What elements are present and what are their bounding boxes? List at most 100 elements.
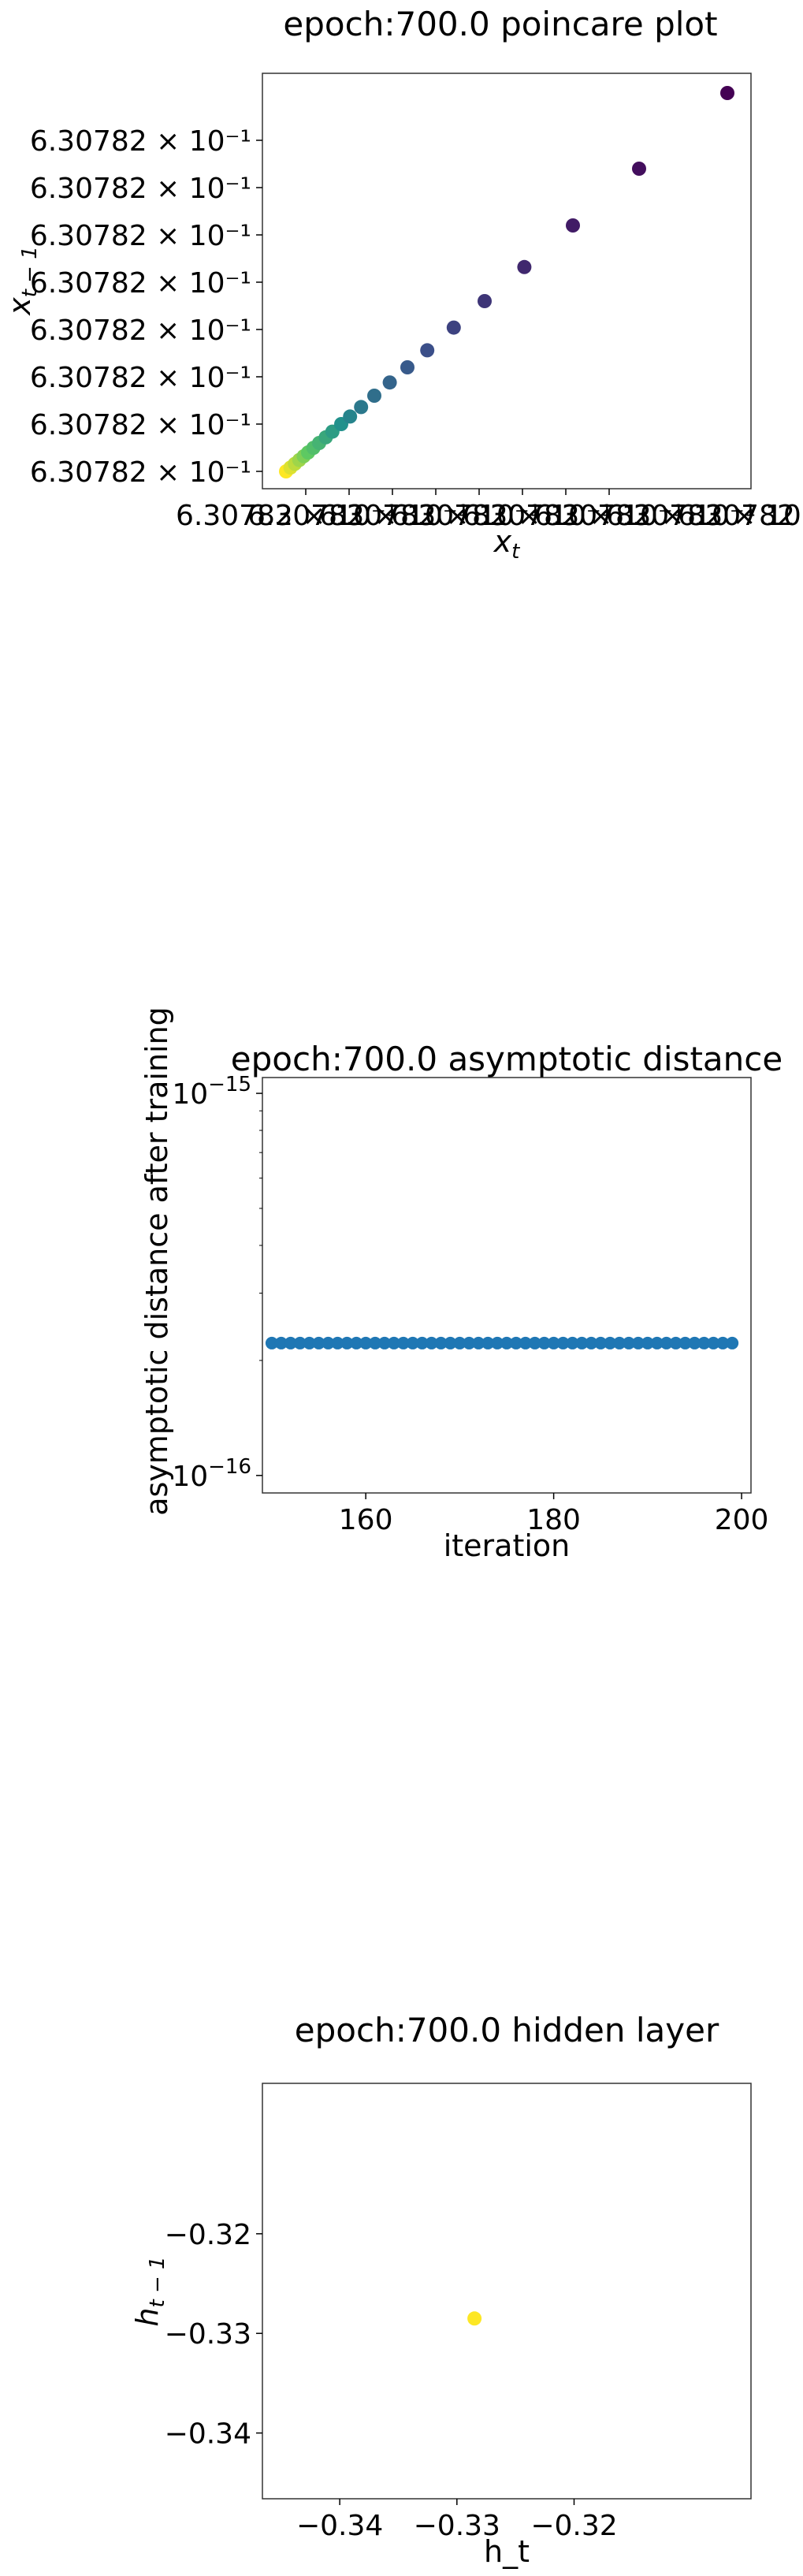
- poincare-x-label: xt: [493, 524, 521, 564]
- poincare-title: epoch:700.0 poincare plot: [283, 5, 717, 43]
- hidden-layer-y-label-sub: t − 1: [146, 2256, 169, 2307]
- asymptotic-point: [434, 1336, 448, 1349]
- asymptotic-point: [716, 1336, 730, 1349]
- poincare-y-tick-label: 6.30782 × 10⁻¹: [30, 220, 251, 252]
- hidden-layer-chart: epoch:700.0 hidden layer −0.34 −0.33 −0.32…: [130, 2011, 752, 2569]
- asymptotic-points: [265, 1336, 739, 1349]
- asymptotic-point: [528, 1336, 541, 1349]
- poincare-x-tick-label: 6.30782 × 10⁻¹: [391, 500, 612, 532]
- hidden-layer-y-tick-label: −0.32: [165, 2219, 251, 2251]
- poincare-point: [478, 294, 492, 308]
- asymptotic-point: [669, 1336, 682, 1349]
- poincare-y-tick-label: 6.30782 × 10⁻¹: [30, 456, 251, 489]
- hidden-layer-points: [467, 2311, 482, 2326]
- poincare-point: [400, 360, 415, 374]
- asymptotic-point: [359, 1336, 373, 1349]
- poincare-plot-area: [262, 73, 752, 490]
- asymptotic-point: [472, 1336, 485, 1349]
- asymptotic-point: [500, 1336, 513, 1349]
- asymptotic-point: [425, 1336, 438, 1349]
- poincare-y-tick-label: 6.30782 × 10⁻¹: [30, 125, 251, 158]
- asymptotic-point: [491, 1336, 504, 1349]
- hidden-layer-title: epoch:700.0 hidden layer: [295, 2011, 719, 2049]
- hidden-layer-y-tick-label: −0.33: [165, 2318, 251, 2351]
- hidden-layer-x-tick-label: −0.33: [414, 2510, 500, 2542]
- asymptotic-point: [387, 1336, 400, 1349]
- asymptotic-point: [378, 1336, 391, 1349]
- asymptotic-point: [650, 1336, 664, 1349]
- asymptotic-point: [631, 1336, 645, 1349]
- asymptotic-point: [697, 1336, 711, 1349]
- asymptotic-x-label: iteration: [444, 1528, 571, 1563]
- asymptotic-point: [678, 1336, 692, 1349]
- asymptotic-point: [406, 1336, 419, 1349]
- asymptotic-point: [415, 1336, 429, 1349]
- poincare-x-tick-label: 6.30782 × 10⁻¹: [319, 500, 541, 532]
- poincare-y-label-sub: t − 1: [18, 246, 42, 297]
- poincare-x-tick-label: 6.30782 × 10⁻¹: [247, 500, 469, 532]
- asymptotic-point: [641, 1336, 654, 1349]
- asymptotic-point: [444, 1336, 457, 1349]
- poincare-x-label-base: x: [493, 524, 512, 559]
- poincare-y-label-base: x: [2, 297, 37, 316]
- asymptotic-point: [265, 1336, 278, 1349]
- asymptotic-point: [453, 1336, 467, 1349]
- poincare-point: [382, 375, 397, 390]
- poincare-x-tick-label: 6.30782 × 10⁻¹: [176, 500, 397, 532]
- asymptotic-point: [340, 1336, 354, 1349]
- hidden-layer-point: [467, 2311, 482, 2326]
- hidden-layer-x-tick-label: −0.34: [296, 2510, 383, 2542]
- asymptotic-point: [322, 1336, 335, 1349]
- asymptotic-point: [274, 1336, 288, 1349]
- asymptotic-point: [613, 1336, 626, 1349]
- hidden-layer-y-tick-label: −0.34: [165, 2418, 251, 2451]
- asymptotic-point: [585, 1336, 598, 1349]
- asymptotic-point: [284, 1336, 297, 1349]
- asymptotic-point: [463, 1336, 476, 1349]
- asymptotic-point: [556, 1336, 570, 1349]
- poincare-point: [343, 409, 358, 424]
- poincare-x-label-sub: t: [511, 540, 520, 564]
- asymptotic-point: [688, 1336, 701, 1349]
- poincare-point: [517, 259, 532, 274]
- hidden-layer-x-tick-label: −0.32: [530, 2510, 617, 2542]
- asymptotic-point: [350, 1336, 363, 1349]
- poincare-points: [279, 86, 734, 478]
- asymptotic-x-tick-label: 180: [526, 1504, 581, 1536]
- asymptotic-point: [369, 1336, 382, 1349]
- asymptotic-point: [566, 1336, 579, 1349]
- poincare-y-tick-label: 6.30782 × 10⁻¹: [30, 362, 251, 394]
- asymptotic-point: [623, 1336, 635, 1349]
- asymptotic-y-label: asymptotic distance after training: [139, 1007, 174, 1516]
- asymptotic-point: [537, 1336, 551, 1349]
- poincare-point: [446, 320, 461, 335]
- poincare-y-tick-label: 6.30782 × 10⁻¹: [30, 173, 251, 205]
- asymptotic-point: [293, 1336, 307, 1349]
- hidden-layer-y-label-base: h: [130, 2307, 165, 2326]
- asymptotic-title: epoch:700.0 asymptotic distance: [231, 1040, 783, 1078]
- hidden-layer-x-label: h_t: [484, 2534, 530, 2569]
- asymptotic-point: [331, 1336, 344, 1349]
- poincare-y-label: xt − 1: [2, 246, 42, 316]
- hidden-layer-ticks: −0.34 −0.33 −0.32 −0.34 −0.33 −0.32: [165, 2219, 618, 2542]
- asymptotic-point: [396, 1336, 410, 1349]
- asymptotic-point: [303, 1336, 316, 1349]
- asymptotic-point: [312, 1336, 325, 1349]
- poincare-point: [566, 218, 580, 233]
- asymptotic-ticks: 160 180 200 10−16 10−15: [172, 1073, 768, 1536]
- poincare-y-tick-label: 6.30782 × 10⁻¹: [30, 409, 251, 441]
- asymptotic-y-tick-label: 10−16: [172, 1455, 251, 1493]
- poincare-point: [632, 162, 646, 176]
- asymptotic-y-tick-label: 10−15: [172, 1073, 251, 1111]
- poincare-y-tick-label: 6.30782 × 10⁻¹: [30, 267, 251, 300]
- poincare-point: [420, 343, 435, 358]
- asymptotic-point: [660, 1336, 673, 1349]
- asymptotic-point: [594, 1336, 608, 1349]
- asymptotic-point: [547, 1336, 560, 1349]
- asymptotic-chart: epoch:700.0 asymptotic distance 160 180 20…: [139, 1007, 783, 1563]
- asymptotic-plot-area: [262, 1077, 752, 1494]
- poincare-x-tick-label: 6.30782 × 10⁻¹: [606, 500, 803, 532]
- asymptotic-point: [519, 1336, 532, 1349]
- asymptotic-x-tick-label: 200: [715, 1504, 769, 1536]
